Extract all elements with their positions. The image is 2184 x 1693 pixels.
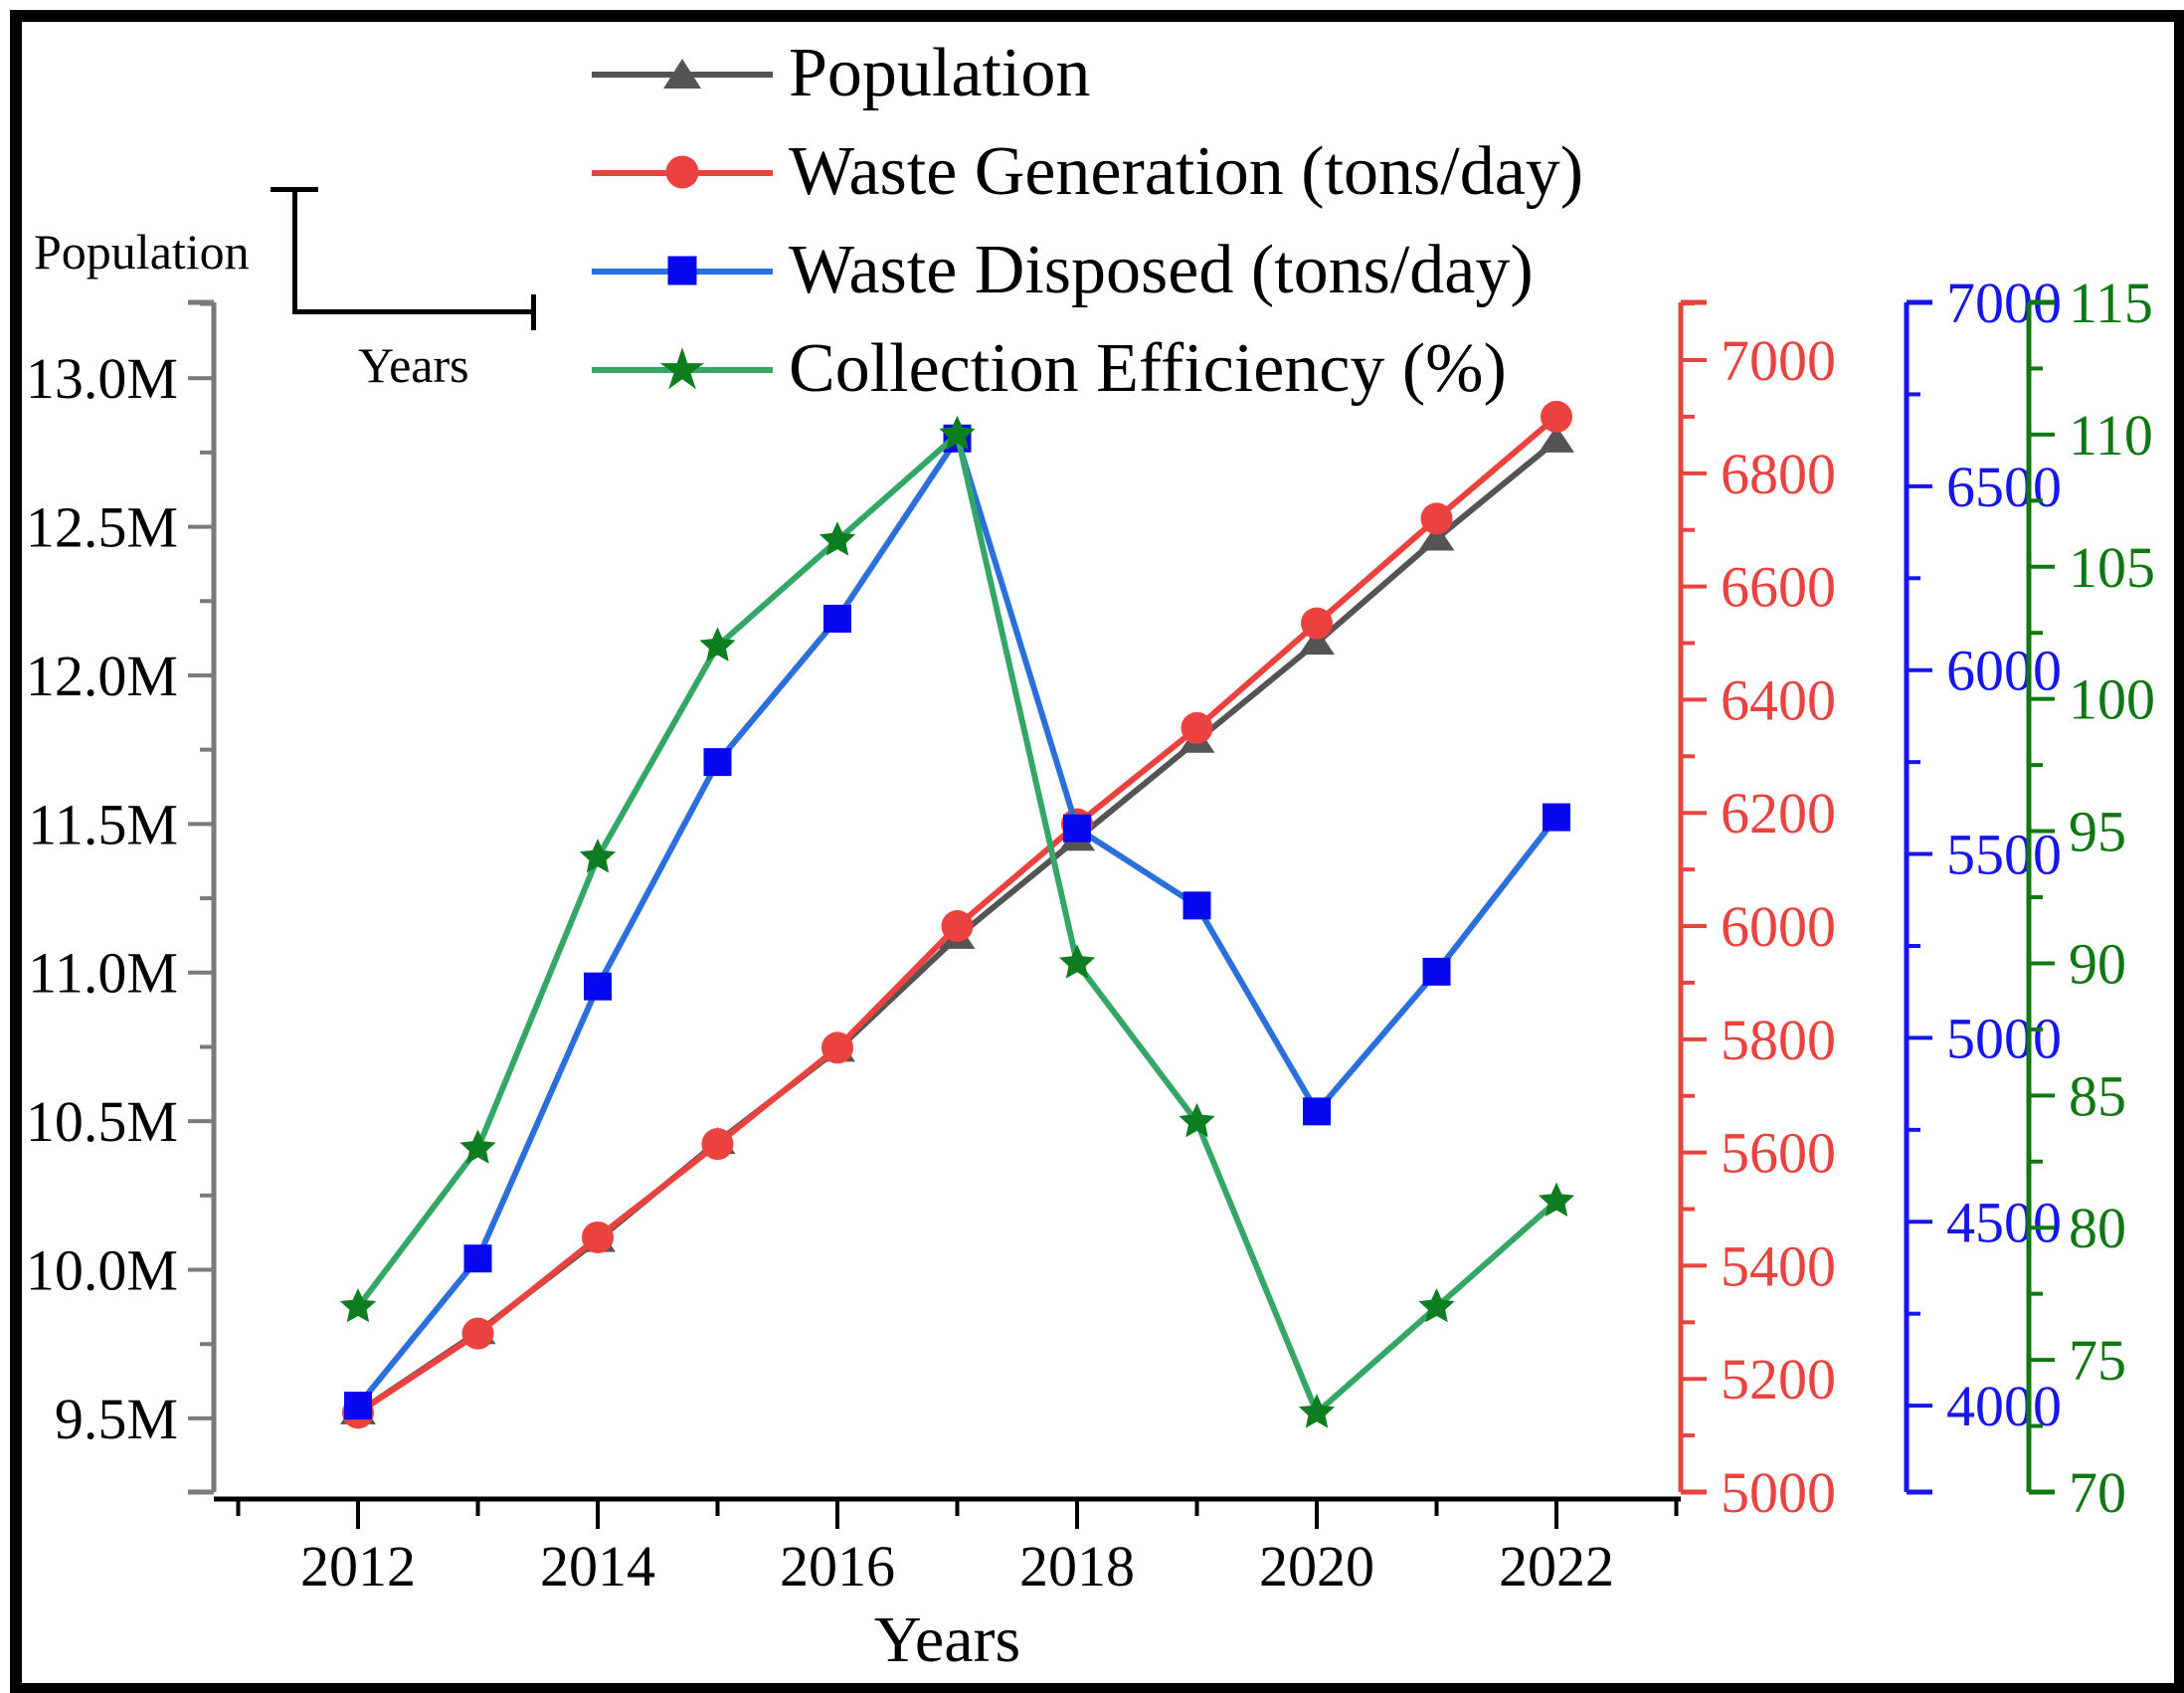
x-axis-title: Years xyxy=(874,1603,1020,1676)
indicator-vertical-axis-cap xyxy=(271,187,318,192)
svg-text:100: 100 xyxy=(2069,667,2155,732)
legend-label: Waste Generation (tons/day) xyxy=(789,132,1584,210)
svg-text:5400: 5400 xyxy=(1721,1233,1836,1298)
legend-item-waste-generation: Waste Generation (tons/day) xyxy=(592,122,1583,221)
svg-text:6000: 6000 xyxy=(1721,894,1836,959)
figure-border xyxy=(10,10,2184,1693)
svg-text:11.0M: 11.0M xyxy=(28,941,178,1006)
svg-text:2020: 2020 xyxy=(1259,1534,1374,1599)
svg-text:12.0M: 12.0M xyxy=(26,644,178,708)
svg-text:6000: 6000 xyxy=(1946,639,2062,703)
legend-sample-waste-disposed xyxy=(592,241,773,300)
legend-label: Population xyxy=(789,34,1091,111)
triangle-marker-icon xyxy=(663,58,701,89)
svg-text:80: 80 xyxy=(2069,1196,2126,1260)
svg-text:85: 85 xyxy=(2069,1063,2126,1128)
legend: Population Waste Generation (tons/day) W… xyxy=(592,24,1583,418)
svg-text:6800: 6800 xyxy=(1721,442,1836,506)
legend-sample-waste-generation xyxy=(592,142,773,202)
svg-text:6200: 6200 xyxy=(1721,781,1836,846)
indicator-horizontal-axis-cap xyxy=(531,294,536,330)
circle-marker-icon xyxy=(665,155,699,188)
svg-text:2016: 2016 xyxy=(780,1534,895,1599)
square-marker-icon xyxy=(667,256,697,284)
legend-line xyxy=(592,366,773,373)
indicator-vertical-axis-line xyxy=(292,187,297,314)
axis-waste_generation: 5000 5200 5400 5600 5800 6000 6200 6400 6600 6800… xyxy=(1678,299,1836,1525)
indicator-population-label: Population xyxy=(34,224,250,280)
svg-text:7000: 7000 xyxy=(1721,328,1836,393)
legend-item-population: Population xyxy=(592,24,1583,122)
series-waste_generation xyxy=(342,400,1572,1429)
svg-text:95: 95 xyxy=(2069,800,2126,864)
svg-text:6500: 6500 xyxy=(1946,455,2062,519)
svg-text:115: 115 xyxy=(2069,271,2153,335)
svg-text:5800: 5800 xyxy=(1721,1008,1836,1072)
svg-text:10.5M: 10.5M xyxy=(26,1089,178,1154)
legend-label: Collection Efficiency (%) xyxy=(789,329,1507,407)
svg-text:5000: 5000 xyxy=(1946,1006,2062,1070)
svg-text:2022: 2022 xyxy=(1499,1534,1614,1599)
legend-item-collection-efficiency: ★ Collection Efficiency (%) xyxy=(592,319,1583,418)
indicator-years-label: Years xyxy=(358,337,469,393)
svg-text:4500: 4500 xyxy=(1946,1190,2062,1254)
svg-text:5000: 5000 xyxy=(1721,1460,1836,1525)
svg-text:110: 110 xyxy=(2069,403,2153,468)
svg-text:5600: 5600 xyxy=(1721,1121,1836,1186)
indicator-horizontal-axis-line xyxy=(292,309,534,314)
svg-text:2014: 2014 xyxy=(540,1534,655,1599)
svg-text:4000: 4000 xyxy=(1946,1374,2062,1438)
svg-text:13.0M: 13.0M xyxy=(26,346,178,411)
svg-text:10.0M: 10.0M xyxy=(26,1238,178,1303)
legend-label: Waste Disposed (tons/day) xyxy=(789,231,1534,308)
axis-x: 2012 2014 2016 2018 2020 2022 Years xyxy=(214,1496,1681,1676)
svg-text:11.5M: 11.5M xyxy=(28,792,178,856)
svg-text:2012: 2012 xyxy=(300,1534,416,1599)
svg-text:9.5M: 9.5M xyxy=(55,1387,178,1451)
axis-population: 9.5M 10.0M 10.5M 11.0M 11.5M 12.0M 12.5M 13.0M xyxy=(26,299,217,1495)
svg-text:5200: 5200 xyxy=(1721,1347,1836,1411)
series-collection_efficiency xyxy=(339,415,1575,1428)
legend-item-waste-disposed: Waste Disposed (tons/day) xyxy=(592,221,1583,319)
legend-sample-population xyxy=(592,44,773,103)
svg-text:6600: 6600 xyxy=(1721,555,1836,620)
svg-text:12.5M: 12.5M xyxy=(26,495,178,560)
svg-text:90: 90 xyxy=(2069,931,2126,996)
legend-sample-collection-efficiency: ★ xyxy=(592,339,773,399)
svg-text:2018: 2018 xyxy=(1019,1534,1135,1599)
svg-text:75: 75 xyxy=(2069,1328,2126,1393)
svg-text:70: 70 xyxy=(2069,1460,2126,1525)
svg-text:105: 105 xyxy=(2069,535,2155,600)
axis-collection_efficiency: 70 75 80 85 90 95 100 105 110 115 xyxy=(2026,271,2155,1525)
svg-text:6400: 6400 xyxy=(1721,667,1836,732)
